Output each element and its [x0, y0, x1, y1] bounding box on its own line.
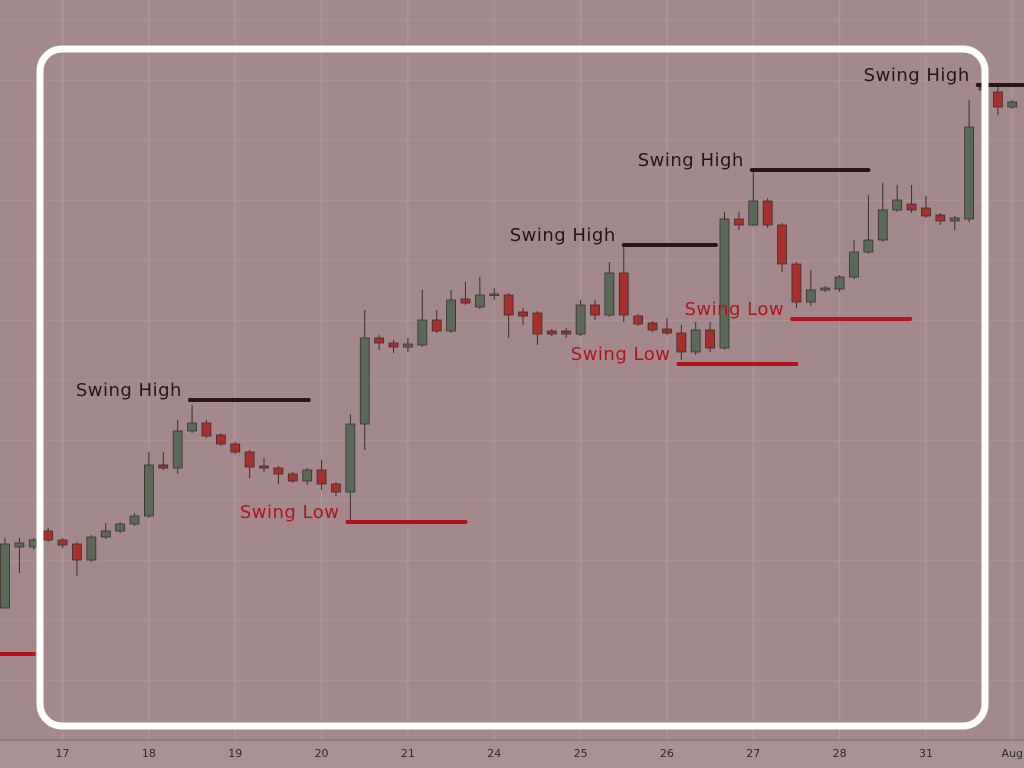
candle-body: [259, 465, 269, 469]
candle-body: [877, 209, 888, 241]
candle-body: [115, 523, 126, 532]
candle-body: [575, 304, 586, 335]
candle-body: [676, 332, 687, 353]
plot: [0, 80, 1018, 609]
candle-body: [662, 328, 672, 334]
candle-body: [733, 218, 744, 226]
candle-body: [388, 342, 399, 348]
candle-body: [762, 200, 773, 226]
candle-body: [748, 200, 759, 226]
candle-body: [201, 422, 212, 437]
swing-label: Swing Low: [571, 344, 671, 365]
grid-background: [0, 0, 1024, 740]
candle-body: [14, 542, 25, 548]
candle-body: [921, 207, 931, 217]
candle-body: [647, 322, 658, 331]
swing-label: Swing Low: [684, 299, 784, 320]
candle-body: [791, 263, 802, 303]
candle-body: [215, 434, 226, 445]
candle-body: [604, 272, 615, 316]
x-tick-label: 28: [833, 747, 847, 760]
candle-body: [244, 451, 255, 468]
candle-body: [187, 422, 197, 432]
candle-body: [446, 299, 456, 332]
x-tick-label: 18: [142, 747, 156, 760]
candle-body: [949, 217, 960, 222]
candle-body: [100, 530, 111, 538]
candle-body: [417, 319, 428, 346]
candle-body: [518, 311, 528, 317]
candle-body: [590, 304, 600, 316]
swing-label: Swing High: [864, 65, 970, 86]
swing-label: Swing Low: [240, 502, 340, 523]
x-tick-label: 26: [660, 747, 674, 760]
frame: [36, 45, 989, 730]
candle-body: [287, 473, 298, 482]
candle-body: [359, 337, 370, 425]
x-tick-label: 25: [574, 747, 588, 760]
candle-body: [690, 329, 701, 353]
candle-body: [489, 293, 500, 296]
candle-body: [460, 298, 471, 304]
candle-body: [705, 329, 716, 349]
x-tick-label: 20: [315, 747, 329, 760]
candle-body: [863, 239, 874, 253]
candle-body: [532, 312, 543, 335]
candle-body: [143, 464, 154, 517]
candle-body: [546, 330, 557, 335]
candle-body: [316, 469, 327, 485]
candle-body: [230, 443, 241, 453]
x-tick-label: 19: [228, 747, 242, 760]
candle-body: [331, 483, 341, 493]
x-tick-label: 31: [919, 747, 933, 760]
x-axis-strip: [0, 740, 1024, 768]
candle-body: [849, 251, 859, 278]
candle-body: [834, 276, 845, 290]
x-tick-label: 21: [401, 747, 415, 760]
candle-body: [1007, 101, 1018, 108]
candle-body: [935, 214, 946, 222]
candle-body: [633, 315, 644, 325]
candle-body: [906, 203, 917, 211]
x-tick-label: Aug: [1002, 747, 1023, 760]
candle-body: [777, 224, 787, 265]
candle-body: [302, 469, 313, 482]
candle-body: [964, 126, 975, 220]
grid: [62, 0, 1013, 740]
annotations: Swing High Swing Low Swing High Swing Low Sw…: [0, 65, 1024, 656]
candle-body: [403, 343, 413, 348]
candle-body: [719, 218, 730, 349]
candle-body: [805, 289, 816, 303]
swing-label: Swing High: [638, 150, 744, 171]
candle-body: [474, 294, 485, 308]
candle-body: [158, 464, 169, 469]
candle-body: [374, 337, 385, 344]
candle-body: [273, 467, 284, 475]
candle-body: [892, 199, 903, 211]
candle-body: [43, 530, 54, 541]
x-tick-label: 17: [56, 747, 70, 760]
candle-body: [431, 319, 442, 332]
candle-body: [0, 543, 10, 609]
x-tick-label: 24: [487, 747, 501, 760]
candle-body: [561, 330, 572, 335]
candle-body: [86, 536, 97, 561]
candle-body: [345, 423, 356, 493]
candle-body: [57, 539, 68, 546]
swing-label: Swing High: [76, 380, 182, 401]
x-tick-label: 27: [746, 747, 760, 760]
candle-body: [618, 272, 629, 316]
candle-body: [129, 515, 140, 525]
x-axis: 17 18 19 20 21 24 25 26 27 28 31 Aug: [56, 747, 1023, 760]
candle-body: [503, 294, 514, 316]
swing-label: Swing High: [510, 225, 616, 246]
candle-body: [820, 287, 831, 291]
candle-body: [72, 543, 82, 561]
candle-body: [172, 430, 183, 469]
candle-body: [993, 91, 1003, 108]
